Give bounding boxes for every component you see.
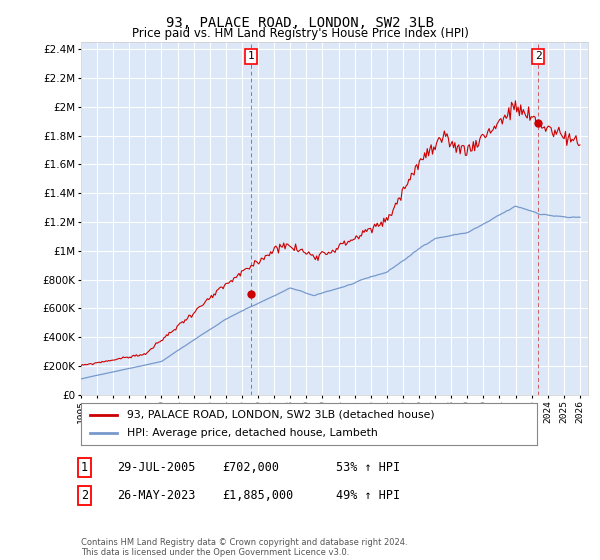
Text: 2: 2 — [535, 52, 542, 62]
Text: HPI: Average price, detached house, Lambeth: HPI: Average price, detached house, Lamb… — [127, 428, 377, 438]
Text: 93, PALACE ROAD, LONDON, SW2 3LB: 93, PALACE ROAD, LONDON, SW2 3LB — [166, 16, 434, 30]
Text: 1: 1 — [248, 52, 254, 62]
Text: 2: 2 — [81, 489, 88, 502]
Text: £702,000: £702,000 — [222, 461, 279, 474]
Text: Price paid vs. HM Land Registry's House Price Index (HPI): Price paid vs. HM Land Registry's House … — [131, 27, 469, 40]
Text: 53% ↑ HPI: 53% ↑ HPI — [336, 461, 400, 474]
Text: 29-JUL-2005: 29-JUL-2005 — [117, 461, 196, 474]
Text: 93, PALACE ROAD, LONDON, SW2 3LB (detached house): 93, PALACE ROAD, LONDON, SW2 3LB (detach… — [127, 410, 434, 420]
Text: 1: 1 — [81, 461, 88, 474]
Text: 49% ↑ HPI: 49% ↑ HPI — [336, 489, 400, 502]
Text: £1,885,000: £1,885,000 — [222, 489, 293, 502]
Text: 26-MAY-2023: 26-MAY-2023 — [117, 489, 196, 502]
Text: Contains HM Land Registry data © Crown copyright and database right 2024.
This d: Contains HM Land Registry data © Crown c… — [81, 538, 407, 557]
